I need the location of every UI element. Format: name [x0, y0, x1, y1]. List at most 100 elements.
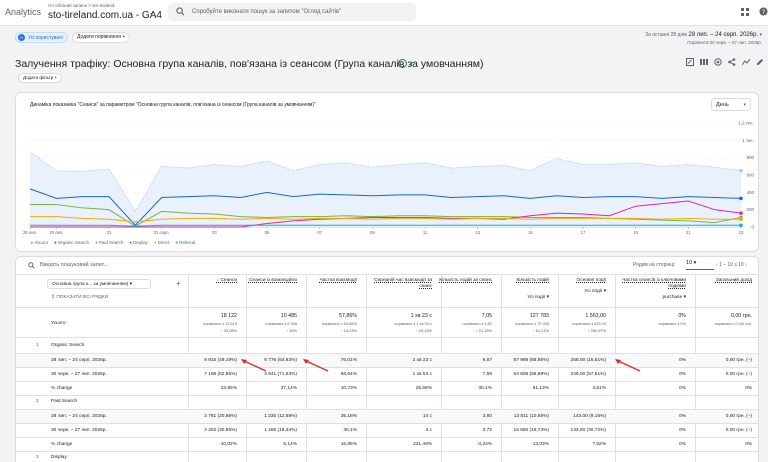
period-select[interactable]: День ▾ — [711, 98, 751, 111]
channel-name[interactable]: Display — [51, 455, 67, 460]
add-filter-button[interactable]: Додати фільтр + — [18, 73, 63, 83]
legend-item[interactable]: ●Referral — [175, 240, 195, 246]
legend-label: Direct — [157, 240, 170, 245]
table-search[interactable]: Введіть пошуковий запит... — [28, 262, 108, 271]
y-tick-label: 400 — [746, 190, 754, 195]
legend-marker-icon: ● — [95, 240, 98, 245]
search-input[interactable]: Спробуйте виконати пошук за запитом "Огл… — [168, 3, 416, 21]
table-cell: 30,1% — [343, 428, 357, 433]
compare-icon[interactable] — [714, 58, 722, 66]
channel-name[interactable]: Paid Search — [51, 399, 78, 404]
column-header[interactable]: Середній час взаємодії за сеанс — [362, 278, 432, 290]
legend-item[interactable]: ●Paid Search — [95, 240, 123, 246]
divider — [16, 395, 758, 396]
add-comparison-button[interactable]: Додати порівняння + — [72, 32, 131, 43]
table-cell: 9,87 — [482, 358, 492, 363]
table-cell: 0% — [679, 372, 686, 377]
column-divider — [558, 274, 559, 462]
table-cell: 3,72 — [482, 428, 492, 433]
table-cell: 13 611 (10,65%) — [513, 414, 549, 419]
table-cell: 15 650 (19,74%) — [513, 428, 549, 433]
row-number: 2 — [36, 399, 39, 404]
table-cell: 1 265 (18,34%) — [264, 428, 297, 433]
legend-marker-icon: ● — [129, 240, 133, 245]
app-name[interactable]: Analytics — [5, 7, 42, 17]
table-cell: 0% — [745, 386, 752, 391]
series-line-display — [30, 200, 742, 228]
legend-marker-icon: ● — [54, 240, 57, 245]
row-highlight — [16, 354, 758, 368]
column-header[interactable]: Частка взаємодії — [287, 278, 357, 284]
channel-name[interactable]: Organic Search — [51, 343, 85, 348]
total-change: ↑ 14,23% — [340, 328, 357, 333]
apps-grid-icon[interactable] — [741, 8, 749, 16]
divider — [16, 409, 758, 410]
total-value: 7,05 — [481, 313, 492, 319]
legend-marker-icon: ● — [175, 240, 179, 245]
columns-icon[interactable] — [700, 58, 708, 66]
compare-range: Порівняти:30 черв. – 27 лип. 2026р. — [687, 40, 762, 45]
table-cell: 16,85% — [340, 442, 357, 447]
legend-item[interactable]: ◆Усього — [30, 240, 48, 246]
user-segment-icon: A — [18, 34, 25, 41]
total-compare: порівняно з 5,82 — [462, 321, 492, 326]
divider — [16, 437, 758, 438]
table-cell: 7,52% — [592, 442, 606, 447]
column-subheader[interactable]: purchase ▾ — [662, 295, 686, 300]
pagination[interactable]: ‹ 1 – 10 з 10 › — [716, 262, 747, 268]
column-header[interactable]: Сеанси із взаємодією — [227, 278, 297, 284]
legend-item[interactable]: ●Direct — [154, 240, 169, 246]
help-icon[interactable]: ? — [759, 7, 768, 16]
chevron-down-icon[interactable]: ▾ — [410, 61, 414, 67]
series-line-referral — [30, 224, 741, 227]
x-tick-label: 09 — [370, 230, 375, 235]
table-cell: 4 202 (30,85%) — [204, 428, 237, 433]
chevron-down-icon[interactable]: ▾ — [150, 12, 154, 18]
share-icon[interactable] — [728, 58, 736, 66]
total-compare: порівняно з 1 хв 04 с — [394, 321, 432, 326]
series-line-direct — [30, 216, 741, 223]
table-cell: 5,14% — [283, 442, 297, 447]
table-cell: 221,49% — [413, 442, 432, 447]
customize-report-icon[interactable] — [686, 58, 694, 66]
date-range-picker[interactable]: За останні 28 днів 28 лип. – 24 серп. 20… — [645, 32, 762, 45]
y-tick-label: 800 — [746, 155, 754, 160]
property-name[interactable]: sto-tireland.com.ua - GA4 — [48, 10, 162, 21]
column-header-label: Частка сеансів із ключовими подіями — [622, 278, 686, 289]
column-header[interactable]: Кількість подій — [479, 278, 549, 284]
add-dimension-icon[interactable]: + — [176, 279, 181, 288]
table-cell: 8 915 (49,19%) — [204, 358, 237, 363]
column-header[interactable]: Кількість подій за сеанс — [422, 278, 492, 284]
column-header[interactable]: Загальний дохід — [682, 278, 752, 284]
column-header[interactable]: Частка сеансів із ключовими подіями — [616, 278, 686, 290]
segment-chip[interactable]: A Усі користувачі — [15, 32, 68, 43]
column-subheader[interactable]: Усі події ▾ — [584, 289, 606, 294]
show-all-rows-toggle[interactable]: ⇕ ПОКАЗАТИ ВСІ РЯДКИ — [51, 295, 109, 300]
show-all-rows-label: ПОКАЗАТИ ВСІ РЯДКИ — [56, 295, 109, 300]
rows-per-page-select[interactable]: 10 ▾ — [686, 260, 714, 270]
table-cell: 6 776 (64,63%) — [264, 358, 297, 363]
dimension-select[interactable]: Основна група к... за умовчанням) ▾ — [47, 279, 151, 289]
account-breadcrumb[interactable]: Усі облікові записи > sto-tireland — [48, 3, 115, 8]
divider — [16, 423, 758, 424]
legend-item[interactable]: ●Display — [129, 240, 147, 246]
y-tick-label: 1 тис. — [742, 138, 754, 143]
legend-item[interactable]: ●Organic Search — [54, 240, 89, 246]
total-compare: порівняно з 0% — [658, 321, 686, 326]
table-cell: 3,60 — [482, 414, 492, 419]
column-header[interactable]: Основні події — [536, 278, 606, 284]
insights-icon[interactable] — [742, 58, 750, 66]
total-change: ↑ 33,06% — [220, 328, 237, 333]
legend-label: Referral — [179, 240, 196, 245]
total-value: 0,00 грн. — [730, 313, 752, 319]
table-cell: 0% — [745, 442, 752, 447]
column-subheader[interactable]: Усі події ▾ — [527, 295, 549, 300]
table-cell: 4 941 (71,63%) — [264, 372, 297, 377]
chart-card: Динаміка показника "Сеанси" за параметро… — [15, 92, 759, 252]
table-cell: 4 с — [425, 428, 432, 433]
total-compare: порівняно з 0,00 грн. — [714, 321, 752, 326]
edit-icon[interactable] — [756, 58, 764, 66]
table-row-label: % change — [51, 442, 73, 447]
x-tick-label: 28 лип. — [23, 230, 37, 235]
column-header[interactable]: ↓ Сеанси — [167, 278, 237, 284]
